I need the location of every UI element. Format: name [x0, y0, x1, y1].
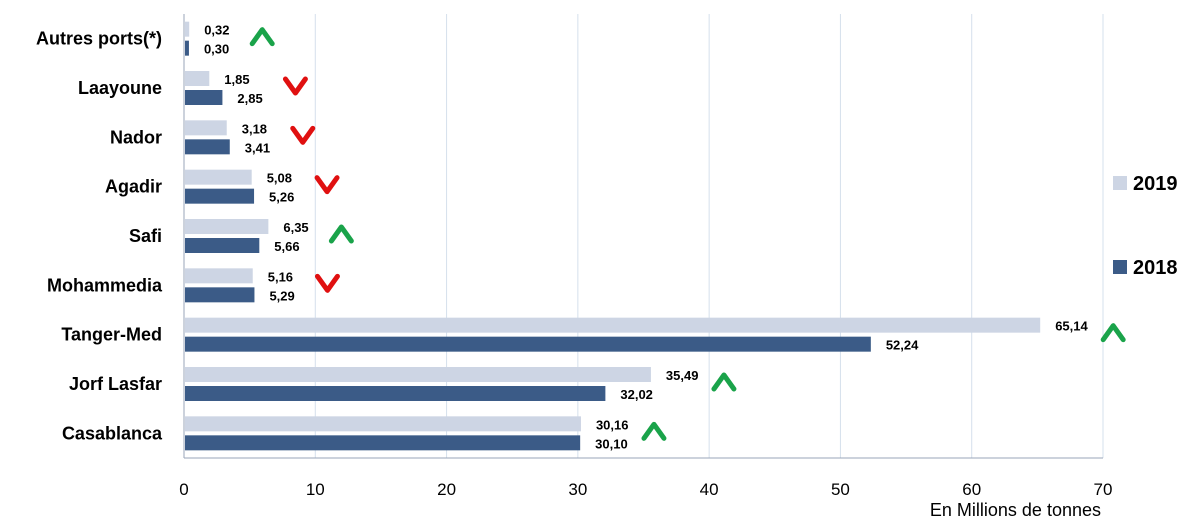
arrow-down-icon — [314, 273, 340, 293]
arrow-up-icon — [249, 27, 275, 47]
category-label: Jorf Lasfar — [69, 374, 162, 394]
data-label-2019: 30,16 — [596, 417, 629, 432]
bar-2019 — [185, 268, 253, 284]
bar-2019 — [185, 367, 651, 382]
arrow-up-icon — [328, 224, 354, 244]
bar-2018 — [185, 287, 255, 303]
category-label: Autres ports(*) — [36, 29, 162, 49]
data-label-2019: 65,14 — [1055, 319, 1088, 334]
category-label: Laayoune — [78, 78, 162, 98]
category-label: Tanger-Med — [61, 325, 162, 345]
category-label: Casablanca — [62, 423, 163, 443]
bar-2018 — [185, 336, 871, 352]
bar-2019 — [185, 219, 269, 234]
bar-2018 — [185, 386, 606, 401]
bar-2019 — [185, 416, 581, 432]
arrow-up-icon — [1100, 323, 1126, 343]
bars — [185, 21, 1041, 451]
bar-2018 — [185, 435, 581, 451]
data-labels: 0,32 0,30 1,85 2,85 3,18 3,41 5,08 5,26 6,35 5,66… — [204, 23, 1089, 452]
legend-label-2019: 2019 — [1133, 173, 1178, 195]
trend-arrows — [249, 27, 1126, 441]
data-label-2018: 5,26 — [269, 190, 294, 205]
x-tick-label: 40 — [700, 480, 719, 499]
legend-label-2018: 2018 — [1133, 257, 1178, 279]
bar-2019 — [185, 169, 252, 185]
bar-2019 — [185, 120, 227, 136]
x-tick-label: 70 — [1094, 480, 1113, 499]
bar-2018 — [185, 139, 230, 155]
data-label-2018: 30,10 — [595, 436, 628, 451]
data-label-2019: 3,18 — [242, 121, 267, 136]
data-label-2019: 0,32 — [204, 23, 229, 38]
arrow-up-icon — [711, 372, 737, 392]
data-label-2018: 52,24 — [886, 338, 919, 353]
data-label-2019: 6,35 — [283, 220, 308, 235]
data-label-2018: 2,85 — [237, 91, 262, 106]
legend-swatch-2018 — [1113, 260, 1127, 274]
arrow-down-icon — [314, 175, 340, 195]
category-label: Safi — [129, 226, 162, 246]
bar-2018 — [185, 188, 255, 204]
x-axis-title: En Millions de tonnes — [930, 500, 1101, 520]
grid — [183, 14, 1104, 459]
category-label: Nador — [110, 127, 162, 147]
data-label-2018: 5,29 — [269, 288, 294, 303]
x-axis-ticks: 0 10 20 30 40 50 60 70 — [179, 480, 1112, 499]
category-labels: Autres ports(*) Laayoune Nador Agadir Safi Mo… — [36, 29, 163, 444]
arrow-up-icon — [641, 421, 667, 441]
arrow-down-icon — [282, 76, 308, 96]
bar-2018 — [185, 238, 260, 253]
x-tick-label: 60 — [962, 480, 981, 499]
data-label-2019: 5,16 — [268, 269, 293, 284]
data-label-2019: 5,08 — [267, 171, 292, 186]
x-tick-label: 30 — [568, 480, 587, 499]
category-label: Agadir — [105, 177, 162, 197]
x-tick-label: 20 — [437, 480, 456, 499]
legend: 2019 2018 — [1113, 173, 1178, 279]
bar-2019 — [185, 317, 1041, 333]
data-label-2019: 1,85 — [224, 72, 249, 87]
x-tick-label: 0 — [179, 480, 188, 499]
data-label-2018: 3,41 — [245, 140, 270, 155]
arrow-down-icon — [290, 125, 316, 145]
bar-2019 — [185, 21, 190, 37]
data-label-2019: 35,49 — [666, 368, 699, 383]
data-label-2018: 5,66 — [274, 239, 299, 254]
category-label: Mohammedia — [47, 275, 163, 295]
bar-2018 — [185, 90, 223, 105]
x-tick-label: 50 — [831, 480, 850, 499]
x-tick-label: 10 — [306, 480, 325, 499]
legend-swatch-2019 — [1113, 176, 1127, 190]
data-label-2018: 32,02 — [620, 387, 653, 402]
bar-2018 — [185, 40, 189, 56]
bar-2019 — [185, 71, 210, 86]
data-label-2018: 0,30 — [204, 42, 229, 57]
